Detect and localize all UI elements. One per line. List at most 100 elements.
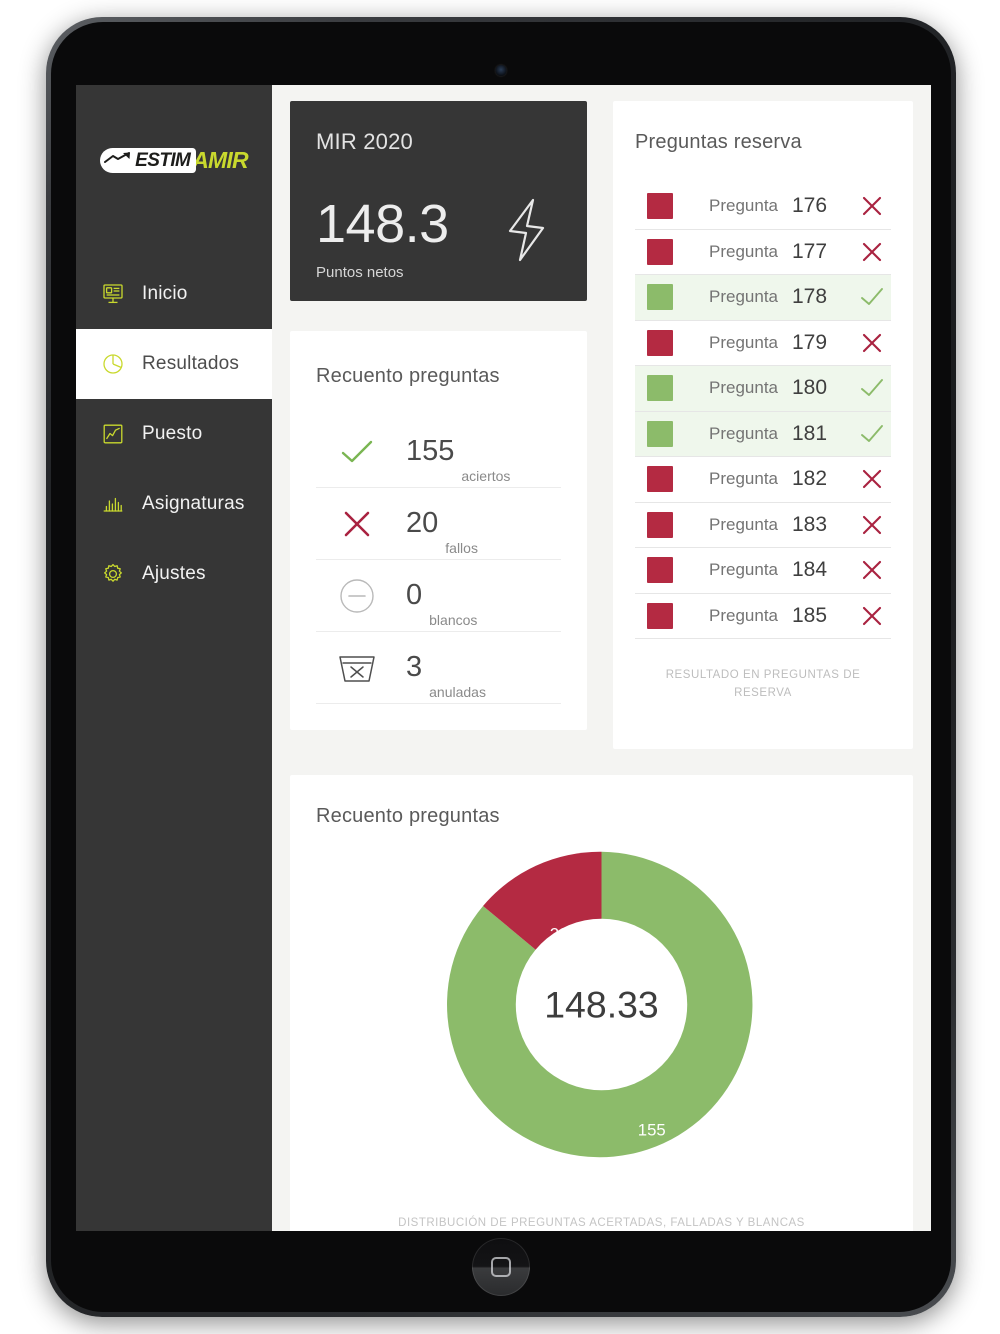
list-item[interactable]: Pregunta 177 bbox=[635, 230, 891, 275]
tablet-bezel: ESTIM AMIR bbox=[51, 22, 951, 1312]
list-item[interactable]: Pregunta 182 bbox=[635, 457, 891, 503]
left-column: MIR 2020 148.3 Puntos netos Recuento pre… bbox=[290, 101, 587, 730]
slice-label-fallos: 20 bbox=[550, 924, 569, 943]
list-item[interactable]: Pregunta 179 bbox=[635, 321, 891, 366]
score-hero-card: MIR 2020 148.3 Puntos netos bbox=[290, 101, 587, 301]
cross-icon bbox=[857, 194, 887, 218]
reserve-question-list: Pregunta 176 Pregunta 177 bbox=[635, 184, 891, 639]
count-value: 155 bbox=[406, 435, 455, 467]
bar-chart-icon bbox=[100, 491, 126, 517]
status-chip bbox=[647, 420, 673, 447]
check-icon bbox=[330, 438, 384, 466]
status-chip bbox=[647, 466, 673, 493]
cross-icon bbox=[857, 513, 887, 537]
slice-label-aciertos: 155 bbox=[638, 1121, 666, 1140]
question-number: 184 bbox=[792, 558, 828, 582]
count-row-aciertos: 155 aciertos bbox=[316, 416, 561, 488]
question-word: Pregunta bbox=[709, 287, 778, 307]
count-list: 155 aciertos bbox=[316, 416, 561, 704]
question-word: Pregunta bbox=[709, 241, 778, 261]
count-row-blancos: 0 blancos bbox=[316, 560, 561, 632]
front-camera-icon bbox=[495, 65, 507, 76]
question-number: 185 bbox=[792, 603, 828, 627]
sidebar-item-resultados[interactable]: Resultados bbox=[76, 329, 272, 399]
home-square-icon bbox=[491, 1257, 511, 1277]
question-word: Pregunta bbox=[709, 605, 778, 625]
app-screen: ESTIM AMIR bbox=[76, 85, 931, 1231]
logo-amir-text: AMIR bbox=[192, 146, 248, 173]
sidebar-item-label: Ajustes bbox=[142, 563, 206, 584]
status-chip bbox=[647, 329, 673, 356]
sidebar-item-label: Resultados bbox=[142, 353, 240, 374]
question-number: 179 bbox=[792, 330, 828, 354]
count-label: anuladas bbox=[429, 684, 486, 700]
line-chart-icon bbox=[100, 421, 126, 447]
cross-icon bbox=[857, 240, 887, 264]
status-chip bbox=[647, 602, 673, 629]
question-word: Pregunta bbox=[709, 378, 778, 398]
pie-chart-icon bbox=[100, 351, 126, 377]
sidebar-item-asignaturas[interactable]: Asignaturas bbox=[76, 469, 272, 539]
annulled-bin-icon bbox=[330, 650, 384, 686]
question-number: 180 bbox=[792, 376, 828, 400]
question-word: Pregunta bbox=[709, 196, 778, 216]
cross-icon bbox=[857, 604, 887, 628]
donut-svg: 148.33 20 155 bbox=[447, 851, 753, 1158]
count-label: fallos bbox=[445, 540, 478, 556]
donut-card-title: Recuento preguntas bbox=[316, 805, 500, 827]
sidebar-item-label: Puesto bbox=[142, 423, 203, 444]
list-item[interactable]: Pregunta 176 bbox=[635, 184, 891, 230]
presentation-board-icon bbox=[100, 281, 126, 307]
list-item[interactable]: Pregunta 183 bbox=[635, 503, 891, 548]
question-number: 182 bbox=[792, 467, 828, 491]
donut-hole bbox=[515, 918, 688, 1091]
list-item[interactable]: Pregunta 181 bbox=[635, 411, 891, 457]
app-logo[interactable]: ESTIM AMIR bbox=[76, 85, 272, 235]
list-item[interactable]: Pregunta 178 bbox=[635, 275, 891, 321]
count-label: blancos bbox=[429, 612, 478, 628]
main-content: MIR 2020 148.3 Puntos netos Recuento pre… bbox=[272, 85, 931, 1231]
reserve-card-title: Preguntas reserva bbox=[635, 131, 802, 153]
question-word: Pregunta bbox=[709, 560, 778, 580]
count-row-anuladas: 3 anuladas bbox=[316, 632, 561, 704]
sidebar-item-ajustes[interactable]: Ajustes bbox=[76, 539, 272, 609]
list-item[interactable]: Pregunta 185 bbox=[635, 594, 891, 639]
right-column: Preguntas reserva Pregunta 176 bbox=[613, 101, 913, 749]
question-number: 183 bbox=[792, 512, 828, 536]
sidebar-item-inicio[interactable]: Inicio bbox=[76, 259, 272, 329]
sidebar-nav: Inicio Resultados bbox=[76, 259, 272, 609]
reserve-questions-card: Preguntas reserva Pregunta 176 bbox=[613, 101, 913, 749]
minus-circle-icon bbox=[330, 577, 384, 615]
sidebar-item-label: Inicio bbox=[142, 283, 188, 304]
donut-chart: 148.33 20 155 bbox=[316, 834, 887, 1174]
status-chip bbox=[647, 557, 673, 584]
donut-center-value: 148.33 bbox=[544, 983, 659, 1025]
count-value: 0 bbox=[406, 579, 423, 611]
tablet-frame: ESTIM AMIR bbox=[46, 17, 956, 1317]
list-item[interactable]: Pregunta 184 bbox=[635, 548, 891, 594]
count-card-title: Recuento preguntas bbox=[316, 365, 500, 387]
exam-title: MIR 2020 bbox=[316, 129, 413, 154]
question-word: Pregunta bbox=[709, 514, 778, 534]
net-score-value: 148.3 bbox=[316, 194, 449, 254]
question-word: Pregunta bbox=[709, 469, 778, 489]
status-chip bbox=[647, 193, 673, 220]
cross-icon bbox=[857, 467, 887, 491]
sidebar: ESTIM AMIR bbox=[76, 85, 272, 1231]
count-label: aciertos bbox=[461, 468, 511, 484]
status-chip bbox=[647, 511, 673, 538]
status-chip bbox=[647, 284, 673, 311]
count-value: 20 bbox=[406, 507, 439, 539]
count-value: 3 bbox=[406, 651, 423, 683]
lightning-bolt-icon bbox=[503, 197, 549, 268]
sidebar-item-label: Asignaturas bbox=[142, 493, 245, 514]
arrow-trend-icon bbox=[104, 151, 134, 170]
check-icon bbox=[857, 377, 887, 399]
cross-icon bbox=[857, 558, 887, 582]
check-icon bbox=[857, 286, 887, 308]
question-number: 176 bbox=[792, 194, 828, 218]
question-word: Pregunta bbox=[709, 423, 778, 443]
home-button[interactable] bbox=[472, 1238, 530, 1296]
list-item[interactable]: Pregunta 180 bbox=[635, 366, 891, 412]
sidebar-item-puesto[interactable]: Puesto bbox=[76, 399, 272, 469]
